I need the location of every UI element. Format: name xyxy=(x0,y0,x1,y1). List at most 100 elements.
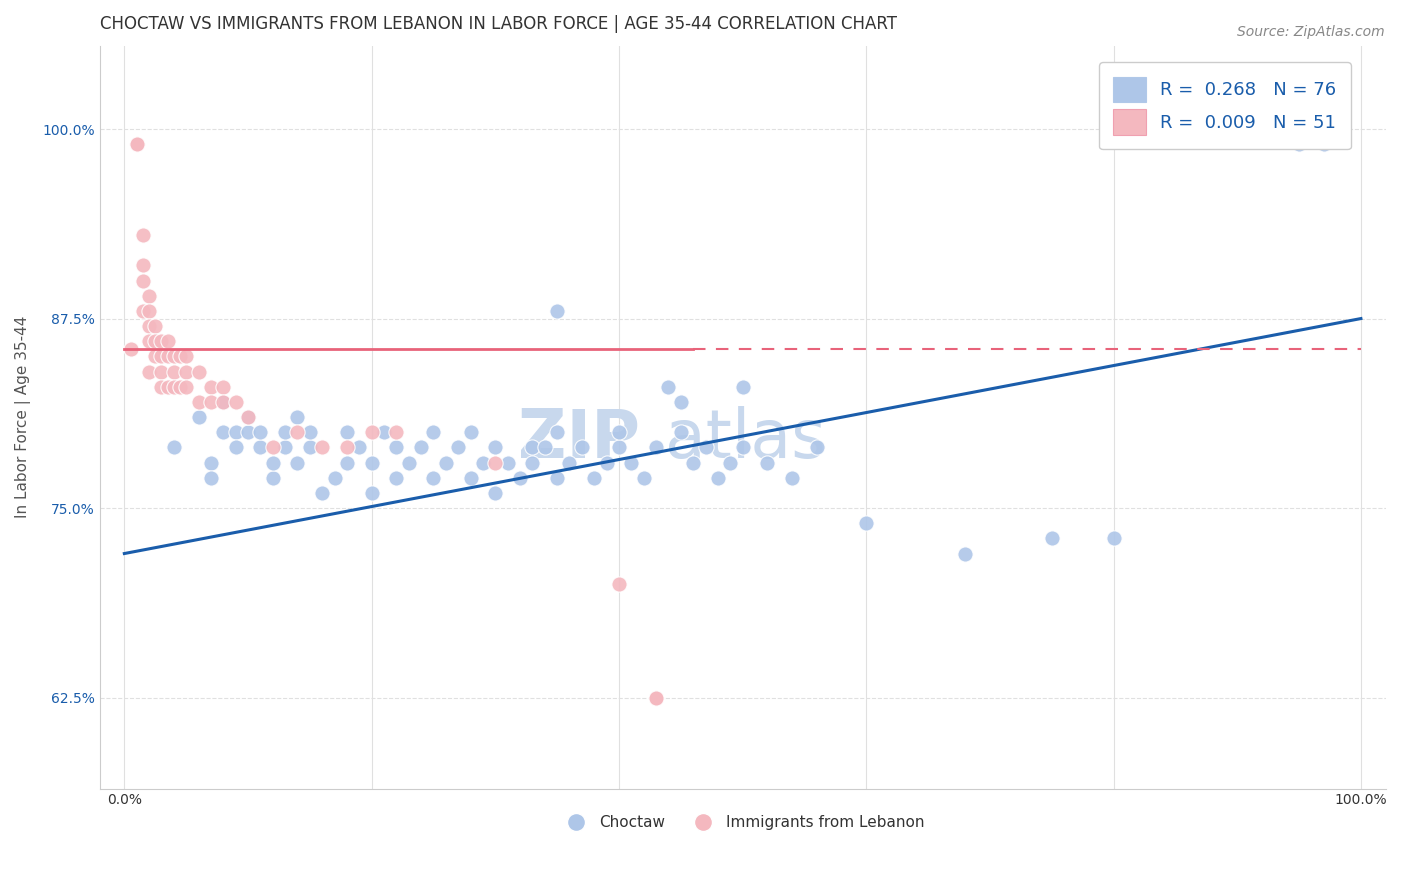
Point xyxy=(645,690,668,705)
Point xyxy=(212,425,235,440)
Point xyxy=(287,456,309,470)
Point xyxy=(522,441,544,455)
Text: atlas: atlas xyxy=(665,407,827,473)
Point xyxy=(546,425,568,440)
Point xyxy=(212,380,235,394)
Point xyxy=(249,425,271,440)
Point xyxy=(756,456,779,470)
Point xyxy=(411,441,433,455)
Point xyxy=(274,441,297,455)
Point xyxy=(323,471,346,485)
Point xyxy=(125,137,148,152)
Point xyxy=(150,350,173,364)
Point xyxy=(187,410,209,425)
Point xyxy=(156,350,179,364)
Point xyxy=(132,304,155,318)
Point xyxy=(620,456,643,470)
Point xyxy=(169,380,191,394)
Point xyxy=(460,425,482,440)
Point xyxy=(533,441,555,455)
Point xyxy=(422,425,444,440)
Point xyxy=(855,516,877,531)
Point xyxy=(298,425,321,440)
Point xyxy=(471,456,494,470)
Point xyxy=(200,471,222,485)
Point xyxy=(287,425,309,440)
Point xyxy=(249,441,271,455)
Point xyxy=(225,441,247,455)
Point xyxy=(125,137,148,152)
Point xyxy=(953,547,976,561)
Point xyxy=(143,319,166,334)
Point xyxy=(682,456,704,470)
Point xyxy=(236,425,259,440)
Point xyxy=(174,350,197,364)
Point xyxy=(236,410,259,425)
Point xyxy=(780,471,803,485)
Point xyxy=(1102,532,1125,546)
Point xyxy=(138,289,160,303)
Point xyxy=(225,425,247,440)
Point xyxy=(200,456,222,470)
Point xyxy=(262,456,284,470)
Point xyxy=(174,380,197,394)
Point xyxy=(174,365,197,379)
Point xyxy=(298,441,321,455)
Point xyxy=(143,334,166,349)
Point xyxy=(1288,137,1310,152)
Point xyxy=(336,456,359,470)
Point xyxy=(150,380,173,394)
Point xyxy=(200,380,222,394)
Point xyxy=(360,425,382,440)
Point xyxy=(422,471,444,485)
Point xyxy=(385,425,408,440)
Point xyxy=(434,456,457,470)
Point xyxy=(645,690,668,705)
Text: ZIP: ZIP xyxy=(517,407,640,473)
Point xyxy=(125,137,148,152)
Point xyxy=(731,441,754,455)
Point xyxy=(150,365,173,379)
Point xyxy=(138,334,160,349)
Point xyxy=(225,395,247,409)
Point xyxy=(138,365,160,379)
Point xyxy=(125,137,148,152)
Point xyxy=(212,395,235,409)
Y-axis label: In Labor Force | Age 35-44: In Labor Force | Age 35-44 xyxy=(15,316,31,518)
Point xyxy=(633,471,655,485)
Point xyxy=(607,577,630,591)
Point xyxy=(484,486,506,500)
Point xyxy=(607,425,630,440)
Point xyxy=(143,350,166,364)
Point xyxy=(645,441,668,455)
Point xyxy=(509,471,531,485)
Point xyxy=(522,456,544,470)
Point xyxy=(806,441,828,455)
Point xyxy=(125,137,148,152)
Point xyxy=(1040,532,1063,546)
Point xyxy=(138,319,160,334)
Point xyxy=(669,395,692,409)
Point xyxy=(546,471,568,485)
Point xyxy=(447,441,470,455)
Point xyxy=(571,441,593,455)
Point xyxy=(163,350,186,364)
Point xyxy=(169,350,191,364)
Point xyxy=(187,365,209,379)
Point xyxy=(731,380,754,394)
Point xyxy=(150,334,173,349)
Point xyxy=(398,456,420,470)
Point xyxy=(558,456,581,470)
Point xyxy=(311,486,333,500)
Point xyxy=(707,471,730,485)
Point xyxy=(607,441,630,455)
Point xyxy=(132,259,155,273)
Point xyxy=(262,471,284,485)
Point xyxy=(212,395,235,409)
Point xyxy=(163,441,186,455)
Point xyxy=(138,304,160,318)
Point xyxy=(274,425,297,440)
Point xyxy=(163,380,186,394)
Point xyxy=(496,456,519,470)
Point xyxy=(200,395,222,409)
